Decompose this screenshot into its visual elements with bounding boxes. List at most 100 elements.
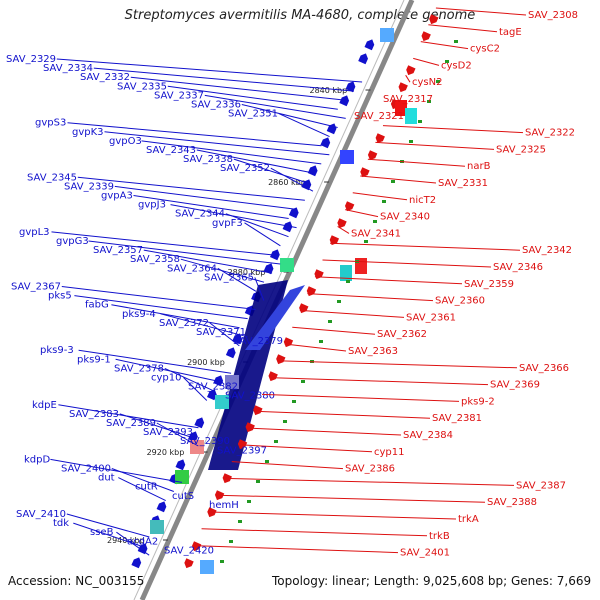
forward-gene[interactable] xyxy=(345,80,357,93)
right-gene-label[interactable]: cysC2 xyxy=(470,44,500,55)
gene-block[interactable] xyxy=(405,108,417,124)
left-gene-label[interactable]: SAV_2380 xyxy=(225,391,275,402)
right-gene-label[interactable]: trkA xyxy=(458,514,479,525)
forward-gene[interactable] xyxy=(270,248,281,261)
left-gene-label[interactable]: SAV_2358 xyxy=(130,254,180,265)
left-gene-label[interactable]: SAV_2365 xyxy=(204,272,254,283)
left-gene-label[interactable]: SAV_2351 xyxy=(228,109,278,120)
right-gene-label[interactable]: narB xyxy=(467,161,491,172)
forward-gene[interactable] xyxy=(288,206,300,219)
reverse-gene[interactable] xyxy=(428,14,439,25)
right-gene-label[interactable]: cysD2 xyxy=(441,60,472,71)
reverse-gene[interactable] xyxy=(236,439,248,450)
left-gene-label[interactable]: dut xyxy=(98,473,115,484)
left-gene-label[interactable]: gvpA3 xyxy=(101,191,133,202)
left-gene-label[interactable]: SAV_2383 xyxy=(69,409,119,420)
gene-block[interactable] xyxy=(280,258,294,272)
reverse-gene[interactable] xyxy=(244,422,255,433)
left-gene-label[interactable]: SAV_2410 xyxy=(16,509,66,520)
left-gene-label[interactable]: gvpJ3 xyxy=(138,200,166,211)
left-gene-label[interactable]: cutR xyxy=(135,482,158,493)
reverse-gene[interactable] xyxy=(374,133,385,144)
forward-gene[interactable] xyxy=(282,220,294,233)
left-gene-label[interactable]: kdpE xyxy=(32,400,57,411)
forward-gene[interactable] xyxy=(232,332,243,345)
left-gene-label[interactable]: SAV_2357 xyxy=(93,245,143,256)
left-gene-label[interactable]: SAV_2393 xyxy=(143,427,193,438)
left-gene-label[interactable]: SAV_2334 xyxy=(43,63,93,74)
left-gene-label[interactable]: SAV_2397 xyxy=(217,445,267,456)
reverse-gene[interactable] xyxy=(313,269,324,280)
reverse-gene[interactable] xyxy=(397,82,408,93)
left-gene-label[interactable]: SAV_2338 xyxy=(183,154,233,165)
left-gene-label[interactable]: SAV_2344 xyxy=(175,209,225,220)
right-gene-label[interactable]: SAV_2369 xyxy=(490,380,540,391)
right-gene-label[interactable]: SAV_2325 xyxy=(496,144,546,155)
left-gene-label[interactable]: SAV_2389 xyxy=(106,418,156,429)
left-gene-label[interactable]: gvpG3 xyxy=(56,236,89,247)
forward-gene[interactable] xyxy=(188,430,199,443)
right-gene-label[interactable]: SAV_2388 xyxy=(487,497,537,508)
forward-gene[interactable] xyxy=(156,500,168,513)
left-gene-label[interactable]: pks5 xyxy=(48,291,72,302)
forward-gene[interactable] xyxy=(364,38,376,51)
left-gene-label[interactable]: fabG xyxy=(85,300,109,311)
left-gene-label[interactable]: SAV_2339 xyxy=(64,181,114,192)
right-gene-label[interactable]: cysN2 xyxy=(412,77,442,88)
right-gene-label[interactable]: SAV_2362 xyxy=(377,329,427,340)
right-gene-label[interactable]: SAV_2401 xyxy=(400,548,450,559)
left-gene-label[interactable]: SAV_2343 xyxy=(146,145,196,156)
reverse-gene[interactable] xyxy=(343,201,355,212)
right-gene-label[interactable]: SAV_2386 xyxy=(345,464,395,475)
reverse-gene[interactable] xyxy=(267,371,278,382)
forward-gene[interactable] xyxy=(175,458,187,471)
fabG-gene-block[interactable] xyxy=(245,285,305,350)
gene-block[interactable] xyxy=(340,150,354,164)
reverse-gene[interactable] xyxy=(252,405,263,416)
left-gene-label[interactable]: SAV_2379 xyxy=(233,336,283,347)
right-gene-label[interactable]: SAV_2321 xyxy=(354,111,404,122)
reverse-gene[interactable] xyxy=(366,150,378,161)
gene-block[interactable] xyxy=(215,395,229,409)
gene-block[interactable] xyxy=(340,265,352,281)
gene-block[interactable] xyxy=(395,100,407,116)
right-gene-label[interactable]: SAV_2340 xyxy=(380,212,430,223)
left-gene-label[interactable]: tdk xyxy=(53,518,69,529)
left-gene-label[interactable]: SAV_2382 xyxy=(188,382,238,393)
left-gene-label[interactable]: SAV_2372 xyxy=(159,318,209,329)
left-gene-label[interactable]: kdpD xyxy=(24,454,50,465)
right-gene-label[interactable]: SAV_2387 xyxy=(516,480,566,491)
left-gene-label[interactable]: SAV_2352 xyxy=(220,163,270,174)
gene-block[interactable] xyxy=(175,470,189,484)
right-gene-label[interactable]: SAV_2322 xyxy=(525,128,575,139)
reverse-gene[interactable] xyxy=(275,354,286,365)
forward-gene[interactable] xyxy=(194,416,205,429)
right-gene-label[interactable]: tagE xyxy=(499,27,522,38)
reverse-gene[interactable] xyxy=(420,31,431,42)
left-gene-label[interactable]: cyp10 xyxy=(151,373,182,384)
left-gene-label[interactable]: SAV_2345 xyxy=(27,172,77,183)
right-gene-label[interactable]: trkB xyxy=(429,531,450,542)
left-gene-label[interactable]: pks9-3 xyxy=(40,345,74,356)
left-gene-label[interactable]: gvpL3 xyxy=(19,227,50,238)
forward-gene[interactable] xyxy=(131,556,142,569)
left-gene-label[interactable]: SAV_2335 xyxy=(117,81,167,92)
left-gene-label[interactable]: hemH xyxy=(209,500,239,511)
forward-gene[interactable] xyxy=(320,136,331,149)
left-gene-label[interactable]: SAV_2420 xyxy=(164,545,214,556)
reverse-gene[interactable] xyxy=(328,235,340,246)
left-gene-label[interactable]: SAV_2371 xyxy=(196,327,246,338)
right-gene-label[interactable]: SAV_2359 xyxy=(464,279,514,290)
forward-gene[interactable] xyxy=(307,164,319,177)
left-gene-label[interactable]: SAV_2367 xyxy=(11,282,61,293)
forward-gene[interactable] xyxy=(263,262,275,275)
left-gene-label[interactable]: cutS xyxy=(172,491,194,502)
right-gene-label[interactable]: SAV_2346 xyxy=(493,262,543,273)
reverse-gene[interactable] xyxy=(282,337,294,348)
forward-gene[interactable] xyxy=(225,346,237,359)
forward-gene[interactable] xyxy=(207,388,218,401)
right-gene-label[interactable]: SAV_2363 xyxy=(348,346,398,357)
right-gene-label[interactable]: SAV_2308 xyxy=(528,10,578,21)
reverse-gene[interactable] xyxy=(336,218,347,229)
right-gene-label[interactable]: pks9-2 xyxy=(461,396,495,407)
